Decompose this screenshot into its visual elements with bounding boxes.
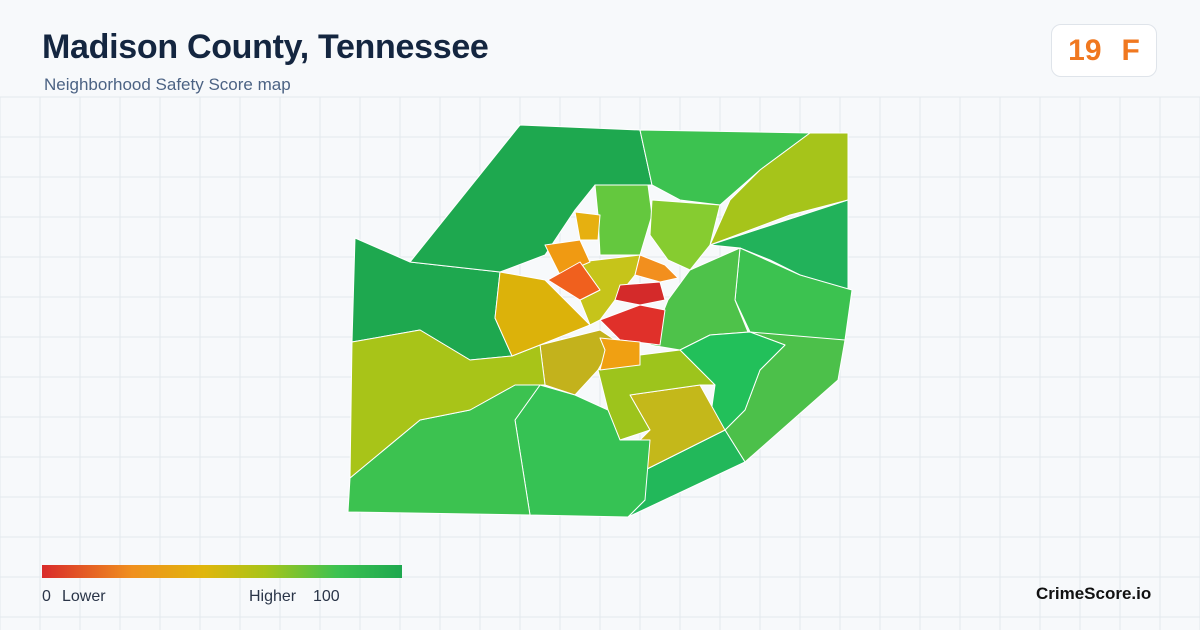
brand: CrimeScore.io xyxy=(1036,584,1152,603)
legend-max: 100 xyxy=(313,588,340,605)
neighborhood-region xyxy=(614,281,666,306)
neighborhood-region xyxy=(349,329,546,479)
title: Madison County, Tennessee xyxy=(42,28,489,66)
neighborhood-region xyxy=(547,261,601,301)
neighborhood-region xyxy=(574,211,601,241)
neighborhood-region xyxy=(679,331,786,431)
neighborhood-region xyxy=(709,132,849,246)
subtitle: Neighborhood Safety Score map xyxy=(44,75,291,94)
neighborhood-region xyxy=(634,254,679,283)
neighborhood-region xyxy=(599,337,641,371)
legend-min: 0 xyxy=(42,588,51,605)
neighborhood-region xyxy=(599,304,666,346)
score-badge: 19 F xyxy=(1051,24,1157,77)
score-grade: F xyxy=(1121,33,1140,67)
neighborhood-region xyxy=(594,184,653,256)
legend-gradient xyxy=(42,565,402,578)
legend-max-label: Higher xyxy=(249,588,297,605)
score-value: 19 xyxy=(1068,33,1102,67)
neighborhood-region xyxy=(494,271,591,357)
neighborhood-region xyxy=(514,384,651,518)
neighborhood-region xyxy=(649,199,721,271)
legend-min-label: Lower xyxy=(62,588,106,605)
